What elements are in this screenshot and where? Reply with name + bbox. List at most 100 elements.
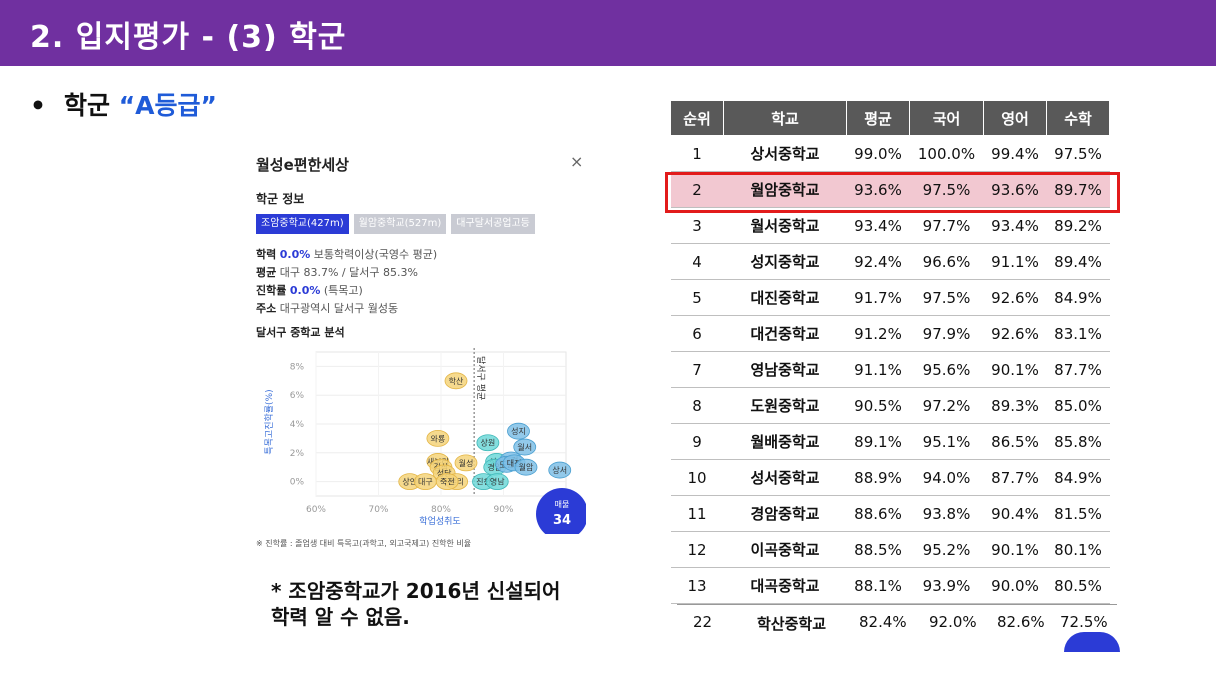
extra-school: 학산중학교	[757, 615, 827, 633]
info-average: 평균 대구 83.7% / 달서구 85.3%	[256, 266, 418, 279]
scatter-point[interactable]: 대구	[413, 473, 437, 491]
column-header: 학교	[723, 100, 847, 136]
table-cell: 85.0%	[1046, 387, 1110, 424]
table-row: 11 경암중학교 88.6% 93.8% 90.4% 81.5%	[670, 495, 1110, 532]
table-cell: 89.1%	[846, 423, 910, 460]
title-bar: 2. 입지평가 - (3) 학군	[0, 0, 1216, 66]
table-cell: 89.2%	[1046, 207, 1110, 244]
point-label: 학산	[449, 376, 464, 386]
info-academic: 학력 0.0% 보통학력이상(국영수 평균)	[256, 248, 438, 261]
table-row: 3 월서중학교 93.4% 97.7% 93.4% 89.2%	[670, 207, 1110, 244]
table-cell: 90.4%	[983, 495, 1047, 532]
x-tick-label: 80%	[431, 505, 451, 515]
table-cell: 13	[670, 567, 724, 604]
scatter-point[interactable]: 월암	[514, 458, 538, 476]
table-cell: 3	[670, 207, 724, 244]
table-row: 1 상서중학교 99.0% 100.0% 99.4% 97.5%	[670, 135, 1110, 172]
table-cell: 87.7%	[1046, 351, 1110, 388]
y-axis-label: 특목고진학률(%)	[264, 389, 275, 454]
x-tick-label: 70%	[368, 505, 388, 515]
scatter-point[interactable]: 와룡	[426, 430, 450, 447]
table-cell: 87.7%	[983, 459, 1047, 496]
point-label: 와룡	[431, 433, 446, 443]
table-cell: 영남중학교	[723, 351, 847, 388]
table-cell: 93.4%	[846, 207, 910, 244]
chart-footnote: ※ 진학률 : 졸업생 대비 특목고(과학고, 외고국제고) 진학한 비율	[256, 539, 472, 548]
table-cell: 97.5%	[909, 279, 984, 316]
y-tick-label: 2%	[290, 449, 305, 459]
ranking-table: 순위 학교 평균 국어 영어 수학 1 상서중학교 99.0% 100.0% 99.4% 97.5%…	[670, 100, 1110, 604]
table-row: 4 성지중학교 92.4% 96.6% 91.1% 89.4%	[670, 243, 1110, 280]
table-cell: 86.5%	[983, 423, 1047, 460]
table-row: 6 대건중학교 91.2% 97.9% 92.6% 83.1%	[670, 315, 1110, 352]
highlight-box	[665, 172, 1120, 213]
info-advance: 진학률 0.0% (특목고)	[256, 284, 363, 297]
panel-title: 월성e편한세상	[256, 156, 349, 174]
table-cell: 99.4%	[983, 135, 1047, 172]
table-cell: 99.0%	[846, 135, 910, 172]
chip-dalseo-tech[interactable]: 대구달서공업고등	[451, 214, 535, 234]
table-cell: 월배중학교	[723, 423, 847, 460]
table-cell: 85.8%	[1046, 423, 1110, 460]
scatter-point[interactable]: 죽전	[435, 473, 459, 491]
footnote-line-2: 학력 알 수 없음.	[271, 605, 410, 629]
scatter-point[interactable]: 영남	[485, 473, 509, 491]
point-label: 성당	[437, 468, 452, 478]
table-cell: 90.5%	[846, 387, 910, 424]
scatter-point[interactable]: 월서	[513, 438, 537, 456]
table-row: 10 성서중학교 88.9% 94.0% 87.7% 84.9%	[670, 459, 1110, 496]
chip-woram[interactable]: 월암중학교(527m)	[353, 214, 447, 234]
extra-korean: 92.0%	[929, 613, 977, 631]
table-row: 8 도원중학교 90.5% 97.2% 89.3% 85.0%	[670, 387, 1110, 424]
column-header: 수학	[1046, 100, 1110, 136]
table-cell: 월서중학교	[723, 207, 847, 244]
table-cell: 84.9%	[1046, 459, 1110, 496]
y-tick-label: 4%	[290, 420, 305, 430]
extra-row: 22 학산중학교 82.4% 92.0% 82.6% 72.5%	[677, 604, 1117, 643]
table-cell: 97.7%	[909, 207, 984, 244]
slide-title: 2. 입지평가 - (3) 학군	[30, 20, 347, 55]
scatter-point[interactable]: 상서	[548, 461, 572, 479]
map-badge-fragment	[1064, 632, 1120, 652]
scatter-point[interactable]: 월성	[454, 454, 478, 472]
sale-badge-count: 34	[553, 513, 571, 528]
table-row: 12 이곡중학교 88.5% 95.2% 90.1% 80.1%	[670, 531, 1110, 568]
column-header: 평균	[846, 100, 910, 136]
table-cell: 88.5%	[846, 531, 910, 568]
column-header: 국어	[909, 100, 984, 136]
scatter-point[interactable]: 학산	[444, 372, 468, 390]
table-cell: 성지중학교	[723, 243, 847, 280]
close-icon[interactable]: ×	[570, 152, 584, 171]
table-cell: 93.9%	[909, 567, 984, 604]
chip-jоam[interactable]: 조암중학교(427m)	[256, 214, 349, 234]
point-label: 성지	[511, 427, 526, 436]
table-cell: 성서중학교	[723, 459, 847, 496]
footnote-line-1: * 조암중학교가 2016년 신설되어	[271, 579, 561, 603]
table-cell: 81.5%	[1046, 495, 1110, 532]
table-row: 13 대곡중학교 88.1% 93.9% 90.0% 80.5%	[670, 567, 1110, 604]
table-cell: 97.5%	[909, 171, 984, 208]
point-label: 상서	[552, 465, 567, 475]
extra-average: 82.4%	[859, 613, 907, 631]
column-header: 순위	[670, 100, 724, 136]
bullet-dot: •	[30, 91, 46, 120]
table-cell: 80.5%	[1046, 567, 1110, 604]
table-cell: 90.1%	[983, 531, 1047, 568]
table-row: 9 월배중학교 89.1% 95.1% 86.5% 85.8%	[670, 423, 1110, 460]
point-label: 상인	[402, 477, 417, 487]
scatter-point[interactable]: 상원	[476, 434, 500, 452]
school-chips: 조암중학교(427m) 월암중학교(527m) 대구달서공업고등	[256, 214, 586, 234]
table-cell: 89.3%	[983, 387, 1047, 424]
table-cell: 90.1%	[983, 351, 1047, 388]
table-cell: 94.0%	[909, 459, 984, 496]
table-cell: 92.6%	[983, 315, 1047, 352]
extra-math: 72.5%	[1060, 613, 1108, 631]
table-cell: 92.6%	[983, 279, 1047, 316]
table-cell: 93.6%	[983, 171, 1047, 208]
point-label: 진천	[476, 477, 491, 487]
section-title: 학군 정보	[256, 192, 305, 206]
scatter-point[interactable]: 성지	[507, 422, 530, 440]
point-label: 영남	[490, 477, 505, 487]
table-cell: 97.5%	[1046, 135, 1110, 172]
sale-badge[interactable]: 매물 34	[536, 488, 586, 534]
